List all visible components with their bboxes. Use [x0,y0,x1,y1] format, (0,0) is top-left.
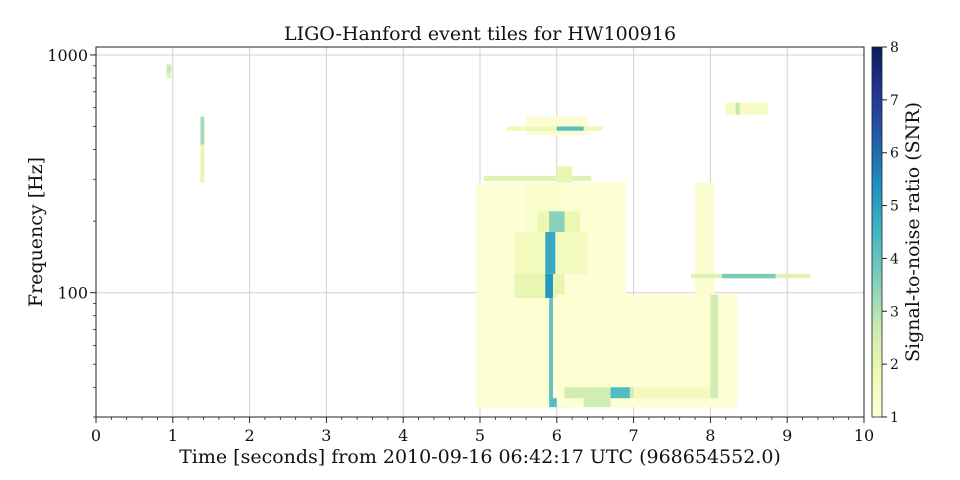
event-tile [506,126,603,131]
x-tick-label: 10 [854,426,874,445]
y-tick-label: 100 [57,284,88,303]
event-tile [545,232,556,274]
event-tile [200,116,205,183]
x-tick-label: 7 [629,426,639,445]
colorbar-tick-label: 5 [890,199,899,215]
colorbar-tick-label: 1 [890,410,899,426]
y-axis-label: Frequency [Hz] [25,157,47,307]
chart-title: LIGO-Hanford event tiles for HW100916 [284,23,676,45]
event-tiles [166,63,811,408]
x-axis-label: Time [seconds] from 2010-09-16 06:42:17 … [179,446,781,468]
colorbar-tick-label: 6 [890,146,899,162]
event-tile [695,182,715,297]
y-axis-ticks: 100 1000 [47,46,96,418]
event-tile [556,126,584,131]
colorbar-label: Signal-to-noise ratio (SNR) [902,102,924,362]
event-tile [556,166,573,183]
event-tile [166,65,172,73]
colorbar-ticks: 1 2 3 4 5 6 7 8 [882,40,899,426]
x-axis-ticks: 0 1 2 3 4 5 6 7 8 9 10 [91,417,874,445]
event-tile [514,273,565,298]
event-tile [549,297,553,399]
event-tile [526,116,588,136]
x-tick-label: 1 [168,426,178,445]
colorbar-tick-label: 3 [890,304,899,320]
event-tile [564,387,719,399]
colorbar-tick-label: 4 [890,251,899,267]
event-tile [583,398,611,408]
event-tile [721,273,776,279]
x-tick-label: 6 [552,426,562,445]
event-tile [545,273,553,298]
colorbar-tick-label: 2 [890,357,899,373]
x-tick-label: 4 [398,426,408,445]
event-tile [549,211,565,232]
x-tick-label: 2 [245,426,255,445]
colorbar-tick-label: 7 [890,93,899,109]
colorbar-tick-label: 8 [890,40,899,56]
colorbar [871,46,883,418]
event-tile [200,116,205,145]
x-tick-label: 5 [475,426,485,445]
x-tick-label: 8 [705,426,715,445]
x-tick-label: 0 [91,426,101,445]
event-tile [725,102,768,115]
event-tile [564,387,634,399]
event-tile [483,175,592,181]
x-tick-label: 9 [782,426,792,445]
y-tick-label: 1000 [47,46,88,65]
event-tile [610,387,630,399]
event-tile [710,294,719,399]
event-tile [735,102,740,115]
x-tick-label: 3 [321,426,331,445]
